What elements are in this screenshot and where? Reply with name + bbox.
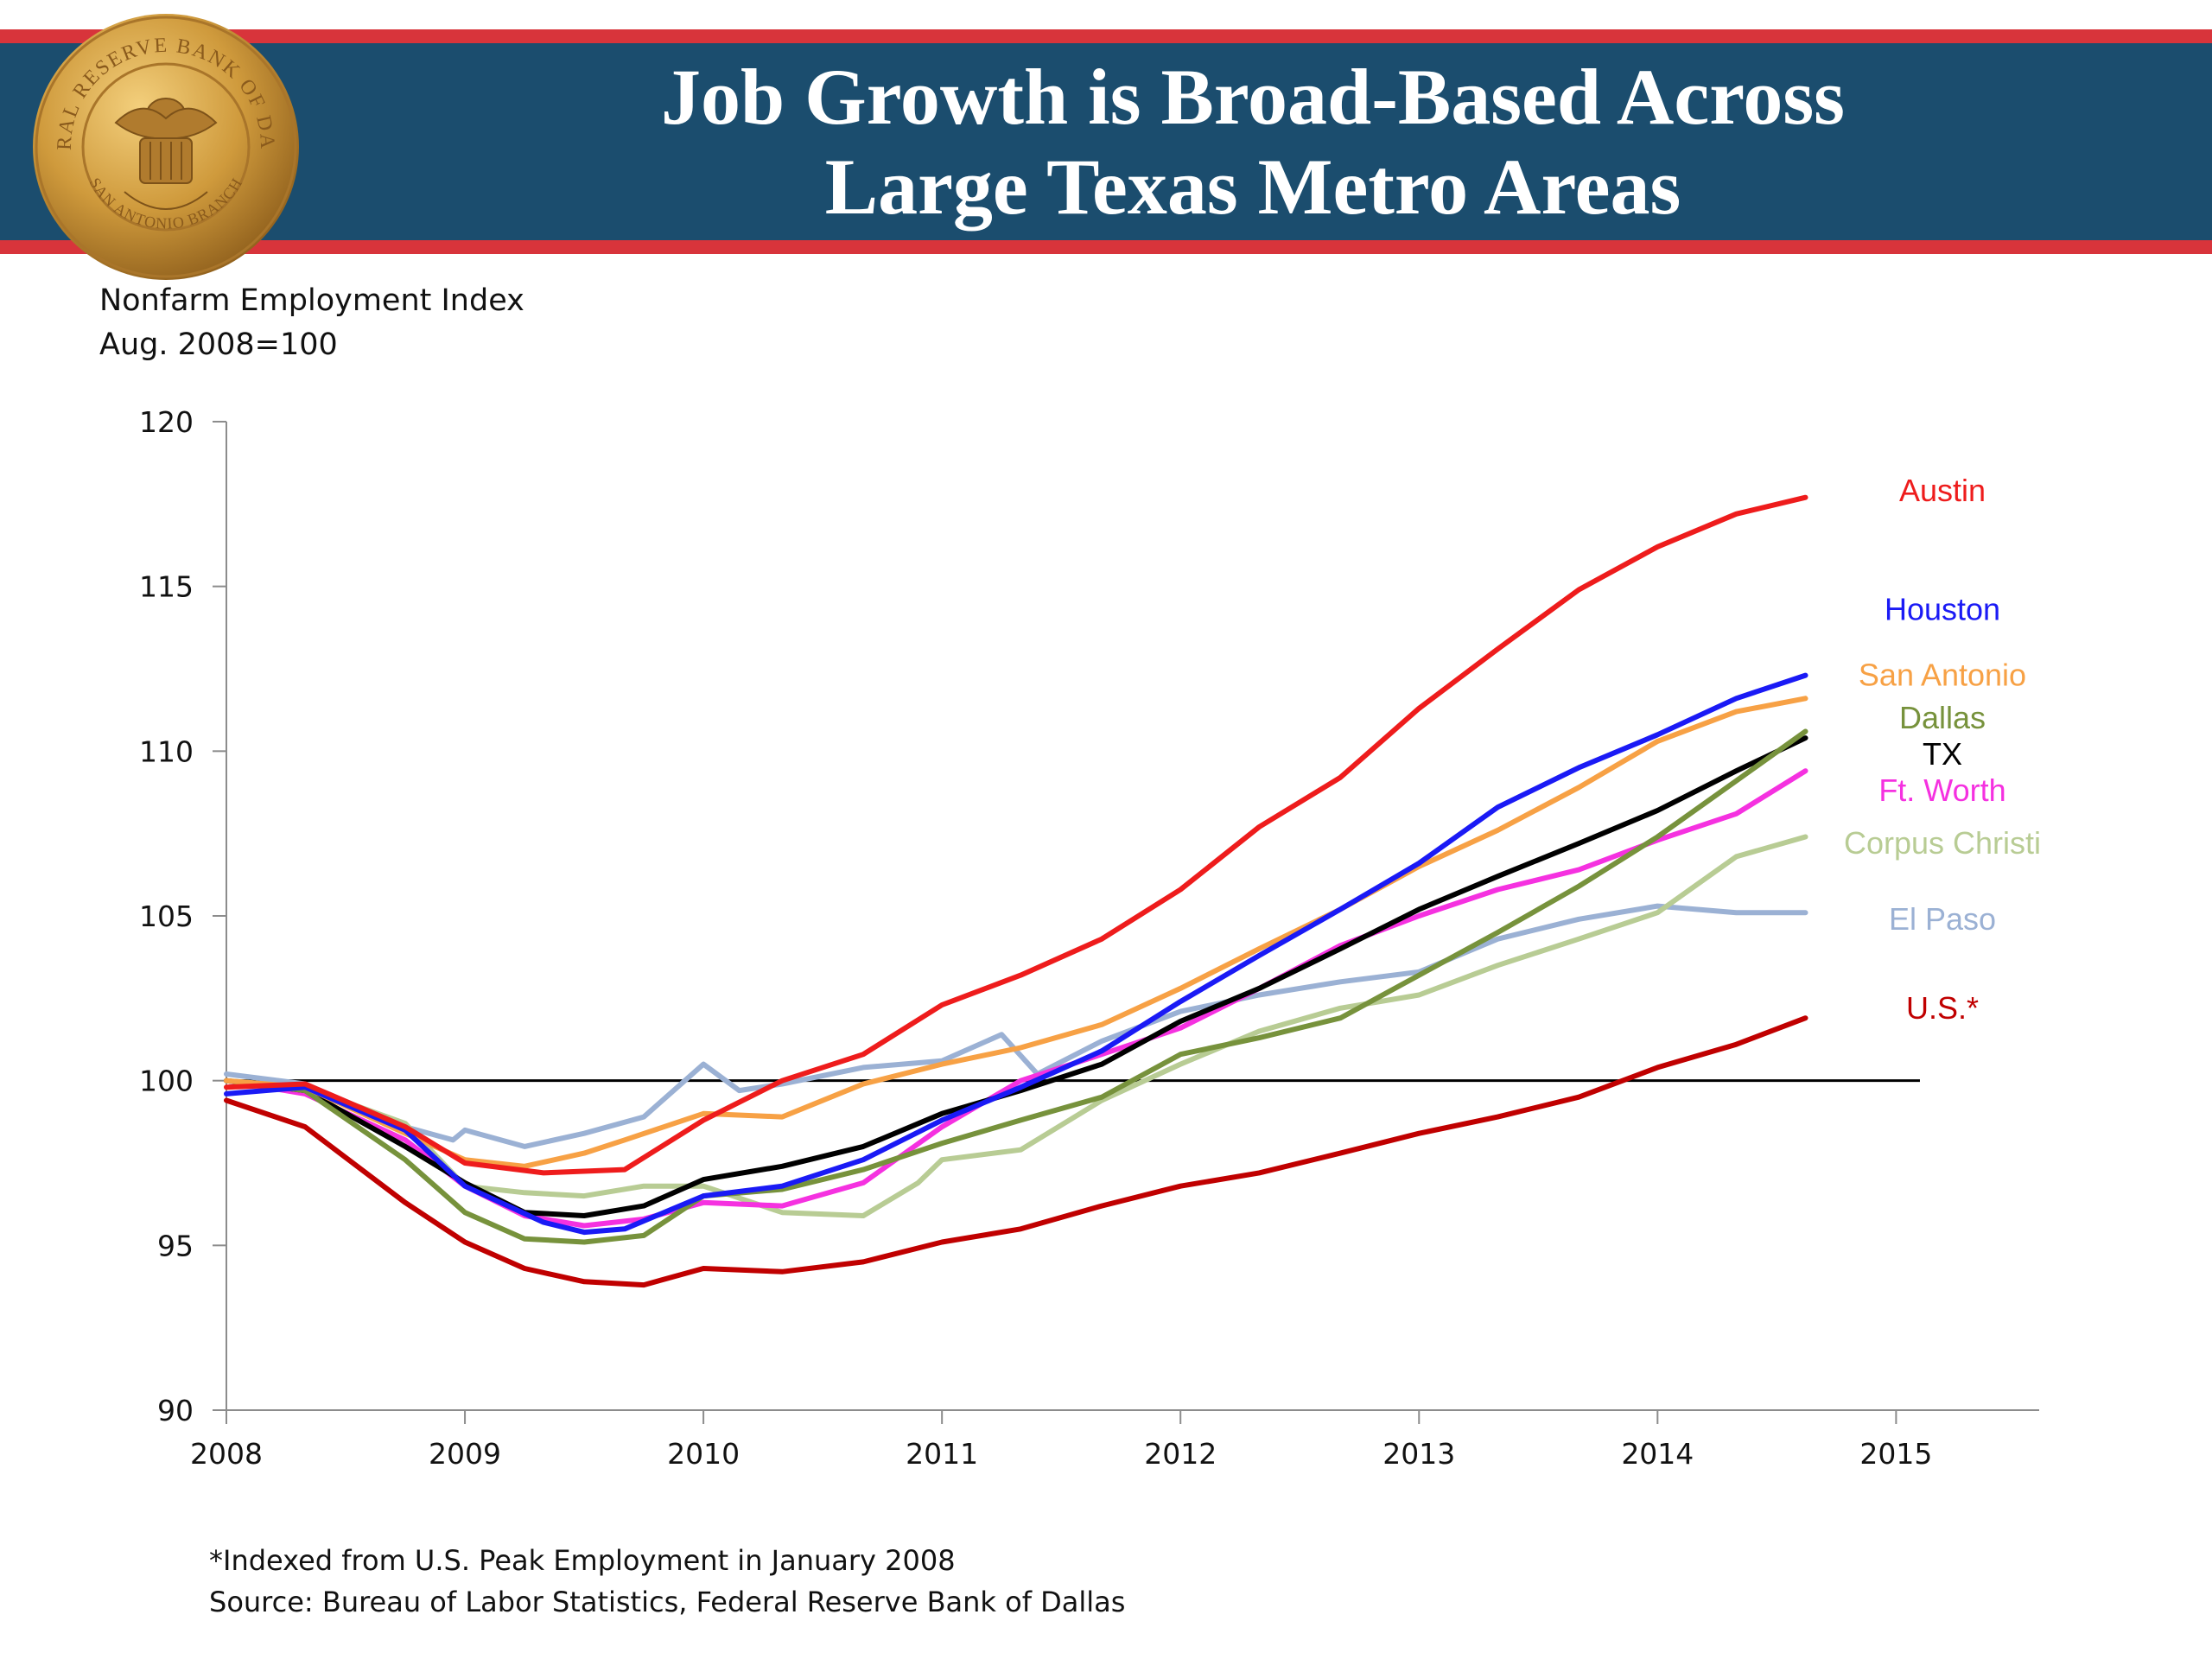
- series-label-austin: Austin: [1899, 473, 1986, 508]
- series-label-corpus-christi: Corpus Christi: [1844, 825, 2041, 861]
- series-label-houston: Houston: [1885, 591, 2000, 626]
- y-tick-label: 95: [157, 1229, 194, 1262]
- y-tick-label: 120: [139, 405, 194, 439]
- title-line-2: Large Texas Metro Areas: [824, 143, 1681, 231]
- y-axis-title-line-2: Aug. 2008=100: [99, 327, 338, 362]
- y-axis-title: Nonfarm Employment Index Aug. 2008=100: [99, 279, 524, 367]
- series-line-corpus-christi: [224, 834, 1808, 1218]
- y-tick-label: 110: [139, 734, 194, 768]
- series-label-tx: TX: [1923, 736, 1962, 772]
- page-title: Job Growth is Broad-Based Across Large T…: [484, 43, 2022, 240]
- series-label-dallas: Dallas: [1899, 700, 1986, 735]
- x-tick-label: 2008: [190, 1437, 263, 1471]
- y-tick-label: 100: [139, 1065, 194, 1098]
- series-label-u-s: U.S.*: [1906, 990, 1979, 1026]
- title-line-1: Job Growth is Broad-Based Across: [661, 53, 1845, 141]
- x-tick-label: 2009: [429, 1437, 501, 1471]
- series-label-ft-worth: Ft. Worth: [1878, 772, 2005, 808]
- series-line-san-antonio: [224, 696, 1808, 1169]
- series-line-houston: [224, 672, 1808, 1236]
- series-label-el-paso: El Paso: [1889, 901, 1996, 937]
- title-banner: [0, 43, 2212, 240]
- x-tick-label: 2011: [906, 1437, 978, 1471]
- x-tick-label: 2014: [1621, 1437, 1694, 1471]
- series-line-el-paso: [224, 903, 1808, 1149]
- chart-axes: 90 95 100 105 110 115 120 2008 2009 2010 2011 2012 2…: [139, 405, 2039, 1471]
- banner-top-stripe: [0, 29, 2212, 43]
- federal-reserve-seal-logo: FEDERAL RESERVE BANK OF DALLAS SAN ANTON…: [29, 10, 299, 280]
- y-tick-label: 115: [139, 570, 194, 604]
- x-tick-label: 2012: [1144, 1437, 1217, 1471]
- banner-bottom-stripe: [0, 240, 2212, 254]
- footnote-source: Source: Bureau of Labor Statistics, Fede…: [209, 1586, 1126, 1618]
- series-line-u-s: [224, 1015, 1808, 1288]
- footnotes: *Indexed from U.S. Peak Employment in Ja…: [209, 1540, 1125, 1623]
- x-tick-label: 2010: [667, 1437, 740, 1471]
- footnote-indexing: *Indexed from U.S. Peak Employment in Ja…: [209, 1544, 956, 1577]
- series-line-austin: [224, 494, 1808, 1176]
- y-tick-label: 105: [139, 899, 194, 933]
- series-label-san-antonio: San Antonio: [1859, 658, 2026, 693]
- y-axis-title-line-1: Nonfarm Employment Index: [99, 283, 524, 318]
- x-tick-label: 2013: [1382, 1437, 1455, 1471]
- y-tick-label: 90: [157, 1394, 194, 1427]
- chart-series: [224, 494, 1808, 1288]
- x-tick-label: 2015: [1859, 1437, 1932, 1471]
- series-line-dallas: [224, 728, 1808, 1245]
